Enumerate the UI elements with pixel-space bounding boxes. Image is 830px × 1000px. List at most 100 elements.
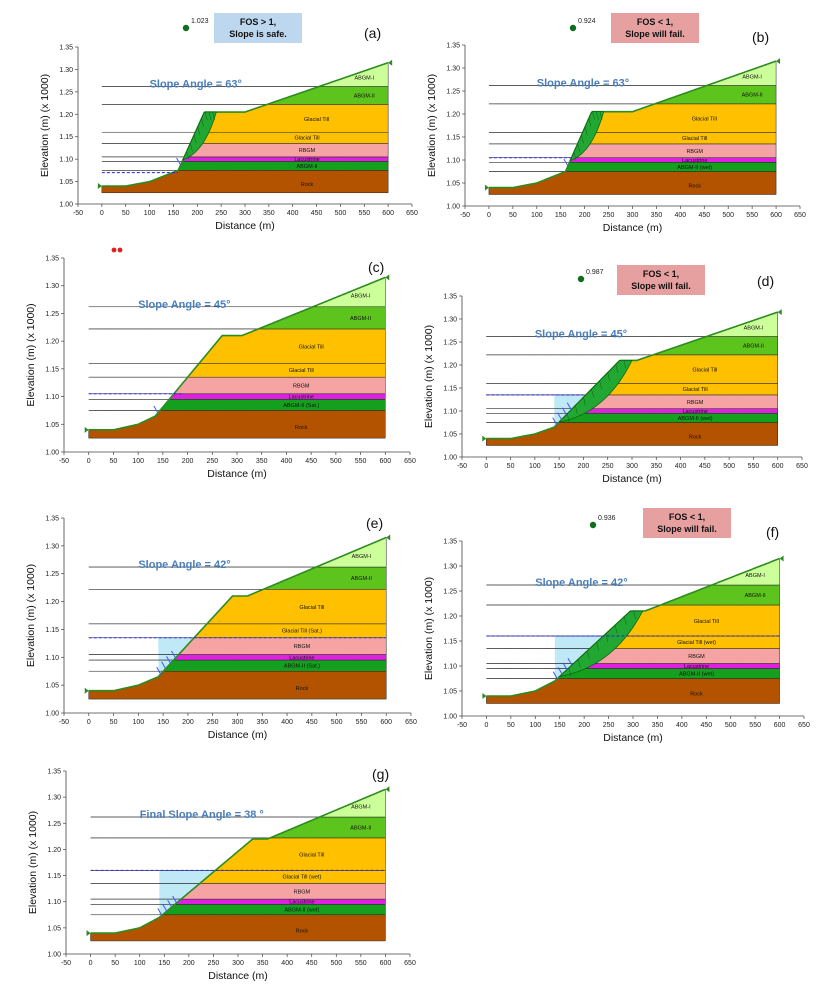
x-axis-label: Distance (m): [208, 970, 268, 982]
layer-label: ABGM-II: [350, 825, 372, 831]
layer-label: RBGM: [293, 383, 310, 389]
fos-marker: [182, 24, 190, 32]
ground-surface: [101, 61, 389, 187]
layer-label: ABGM-II (Sat.): [283, 403, 319, 409]
x-tick-label: 200: [578, 463, 590, 470]
pressure-arrow: [176, 157, 182, 166]
x-axis-label: Distance (m): [602, 473, 662, 485]
slip-slice: [186, 151, 189, 160]
layer-label: RBGM: [299, 148, 316, 154]
slip-slice: [633, 610, 636, 620]
layer-label: Lacustrine: [682, 409, 707, 415]
y-tick-label: 1.00: [45, 711, 59, 718]
x-tick-label: 250: [602, 463, 614, 470]
layer-label: Glacial Till: [294, 136, 319, 142]
y-tick-label: 1.00: [59, 202, 73, 209]
layer-label: RBGM: [687, 400, 704, 406]
layer-label: Rock: [296, 686, 309, 692]
slip-slice: [575, 405, 578, 414]
slope-angle-label: Slope Angle = 63°: [537, 77, 629, 89]
panel-label: (e): [366, 515, 383, 531]
y-tick-label: 1.30: [47, 795, 61, 802]
x-tick-label: 650: [406, 210, 418, 217]
panel-d: -50 0 50 100 150 200 250 300 350 400 450 500 550 600 6…: [423, 265, 808, 485]
x-tick-label: 250: [207, 719, 219, 726]
fos-badge-line-1: FOS < 1,: [669, 512, 705, 522]
y-tick-label: 1.20: [47, 847, 61, 854]
x-tick-label: 250: [603, 212, 615, 219]
soil-layer: [101, 86, 389, 105]
x-tick-label: 450: [311, 210, 323, 217]
slip-slice: [624, 616, 627, 625]
y-tick-label: 1.05: [47, 925, 61, 932]
soil-layer: [88, 399, 386, 411]
slip-slice: [588, 118, 592, 127]
soil-layer: [488, 85, 777, 105]
y-tick-label: 1.35: [443, 539, 457, 546]
pressure-arrow: [156, 666, 162, 675]
fos-value: 0.987: [586, 269, 604, 276]
pressure-arrow: [552, 671, 558, 679]
right-end-marker: [385, 274, 390, 281]
slip-slice: [208, 111, 212, 121]
y-tick-label: 1.35: [443, 294, 457, 301]
x-tick-label: 0: [87, 458, 91, 465]
x-tick-label: 0: [484, 463, 488, 470]
soil-layer: [101, 131, 389, 144]
x-tick-label: 100: [144, 210, 156, 217]
x-tick-label: 200: [578, 722, 590, 729]
x-tick-label: 300: [239, 210, 251, 217]
layer-label: Lacustrine: [684, 664, 709, 670]
x-tick-label: -50: [59, 719, 69, 726]
y-tick-label: 1.15: [47, 873, 61, 880]
y-tick-label: 1.25: [45, 571, 59, 578]
layer-label: ABGM-II (wet): [677, 165, 712, 171]
soil-layer: [486, 422, 778, 446]
layer-label: Glacial Till: [299, 345, 324, 351]
layer-label: RBGM: [294, 644, 311, 650]
soil-layer: [488, 157, 777, 163]
y-tick-label: 1.05: [45, 422, 59, 429]
pressure-arrow: [562, 662, 568, 670]
soil-layer: [488, 103, 777, 133]
soil-layer: [88, 659, 387, 672]
slip-slice: [605, 633, 609, 642]
fos-value: 1.023: [191, 18, 209, 25]
slope-angle-label: Slope Angle = 63°: [150, 78, 242, 90]
soil-layer: [101, 161, 389, 171]
slip-slice: [599, 111, 603, 120]
x-tick-label: 550: [749, 722, 761, 729]
soil-layer: [488, 171, 777, 195]
panel-label: (b): [752, 29, 769, 45]
ground-surface: [90, 788, 386, 934]
y-tick-label: 1.00: [446, 204, 460, 211]
y-tick-label: 1.05: [45, 683, 59, 690]
layer-label: ABGM-II (Sat.): [284, 664, 320, 670]
x-tick-label: 250: [603, 722, 615, 729]
y-tick-label: 1.10: [45, 394, 59, 401]
soil-layer: [101, 62, 389, 87]
x-tick-label: 50: [110, 458, 118, 465]
x-tick-label: 300: [232, 960, 244, 967]
slip-slice: [577, 143, 580, 152]
x-tick-label: 400: [281, 960, 293, 967]
layer-label: Glacial Till: [683, 387, 708, 393]
x-tick-label: 150: [168, 210, 180, 217]
y-tick-label: 1.30: [443, 317, 457, 324]
soil-layer: [88, 410, 386, 439]
slip-slice: [614, 625, 618, 634]
slip-slice: [573, 152, 577, 161]
layer-label: ABGM-I: [352, 554, 372, 560]
x-tick-label: -50: [59, 458, 69, 465]
fos-marker: [589, 521, 597, 529]
layer-label: ABGM-II: [296, 164, 318, 170]
layer-label: ABGM-II (wet): [679, 672, 714, 678]
slope-angle-label: Slope Angle = 42°: [535, 577, 627, 589]
soil-layer: [486, 383, 778, 396]
fos-badge-line-1: FOS < 1,: [643, 269, 679, 279]
pressure-arrow: [563, 158, 569, 167]
slip-slice: [197, 126, 201, 135]
x-tick-label: 250: [208, 960, 220, 967]
left-end-marker: [86, 930, 91, 937]
y-tick-label: 1.35: [446, 43, 460, 50]
